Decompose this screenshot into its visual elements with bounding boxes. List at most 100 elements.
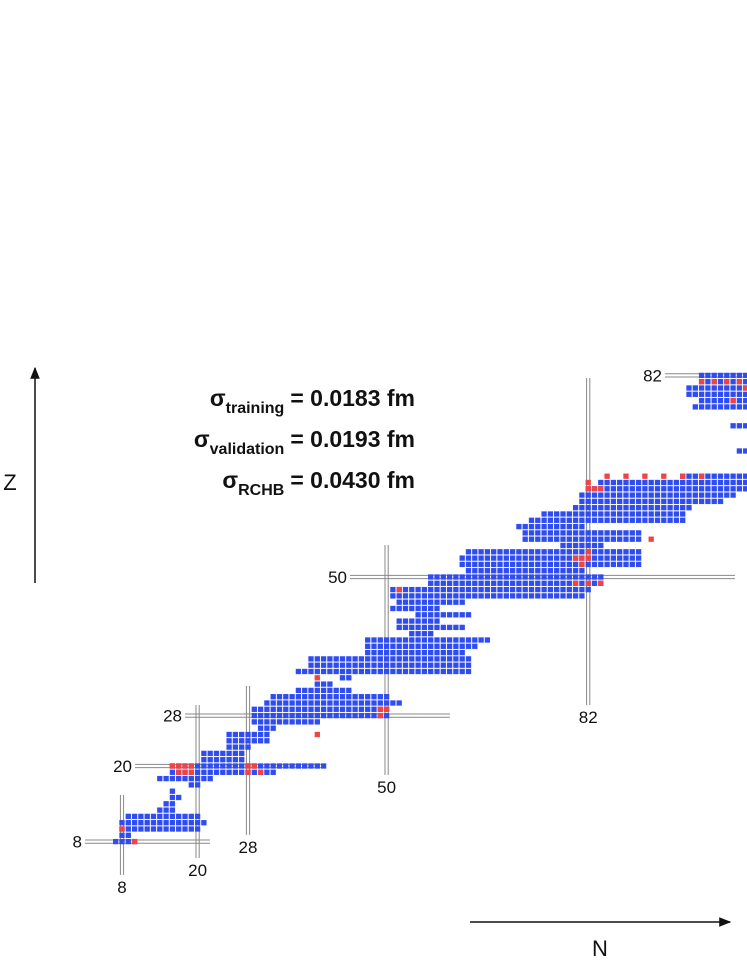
- nucleus-row: [270, 693, 390, 700]
- magic-z-label: 50: [328, 568, 347, 587]
- nucleus-row: [225, 743, 252, 751]
- nucleus-row: [389, 592, 586, 600]
- nucleus-row: [685, 391, 747, 398]
- highlight-nucleus: [585, 549, 591, 555]
- nucleus-row: [251, 706, 390, 713]
- highlight-nucleus: [579, 561, 585, 568]
- nucleus-row: [465, 567, 586, 574]
- highlight-nucleus: [131, 838, 138, 845]
- nucleus-row: [112, 838, 138, 845]
- sigma-symbol: σ: [194, 426, 210, 452]
- highlight-nucleus: [182, 769, 188, 775]
- sigma-value: = 0.0430 fm: [290, 467, 415, 493]
- nucleus-row: [118, 825, 201, 833]
- highlight-nucleus: [724, 379, 730, 385]
- nucleus-row: [162, 800, 176, 807]
- highlight-nucleus: [176, 763, 182, 769]
- highlight-nucleus: [623, 473, 629, 479]
- magic-n-label: 8: [117, 878, 126, 897]
- nucleus-row: [414, 611, 472, 618]
- nucleus-row: [396, 599, 466, 606]
- nucleus-row: [169, 788, 176, 795]
- nucleus-row: [585, 485, 747, 492]
- nucleus-row: [251, 718, 321, 726]
- highlight-nucleus: [579, 555, 585, 561]
- nucleus-row: [118, 819, 208, 826]
- highlight-nucleus: [182, 763, 188, 769]
- magic-z-label: 20: [113, 757, 132, 776]
- nucleus-row: [515, 523, 586, 530]
- nucleus-row: [522, 536, 642, 543]
- nucleus-row: [679, 473, 747, 480]
- nucleus-row: [251, 712, 390, 719]
- nucleus-row: [396, 624, 466, 631]
- nucleus-row: [459, 554, 642, 562]
- nucleus-row: [188, 781, 201, 789]
- highlight-nucleus: [245, 769, 251, 775]
- nucleus-row: [408, 630, 434, 637]
- nucleus-row: [597, 479, 747, 486]
- nucleus-row: [339, 674, 352, 681]
- sigma-symbol: σ: [210, 385, 226, 411]
- highlight-nucleus: [585, 479, 591, 486]
- nucleus-row: [169, 769, 277, 776]
- nucleus-row: [427, 580, 604, 587]
- highlight-nucleus: [257, 769, 264, 775]
- nucleus-row: [578, 498, 724, 505]
- nucleus-row: [307, 655, 472, 663]
- highlight-nucleus: [730, 397, 736, 404]
- highlight-nucleus: [736, 379, 743, 385]
- nucleus-row: [698, 372, 747, 379]
- nucleus-row: [295, 687, 352, 694]
- nucleus-row: [364, 649, 466, 656]
- nucleus-row: [465, 548, 642, 555]
- nucleus-row: [578, 491, 737, 499]
- nucleus-row: [314, 680, 334, 688]
- nucleus-row: [559, 542, 604, 549]
- highlight-nucleus: [698, 473, 705, 479]
- sigma-symbol: σ: [222, 467, 238, 493]
- nucleus-row: [522, 529, 642, 537]
- highlight-nucleus: [591, 486, 598, 492]
- highlight-nucleus: [604, 473, 610, 479]
- highlight-nucleus: [188, 769, 194, 775]
- nucleus-row: [118, 832, 132, 839]
- highlight-nucleus: [314, 731, 320, 738]
- highlight-nucleus: [572, 580, 579, 586]
- sigma-annotation: σRCHB = 0.0430 fm: [222, 467, 415, 499]
- highlight-nucleus: [743, 385, 747, 391]
- sigma-annotation: σtraining = 0.0183 fm: [210, 385, 415, 417]
- nucleus-row: [364, 643, 478, 650]
- sigma-value: = 0.0193 fm: [290, 426, 415, 452]
- highlight-nucleus: [698, 379, 705, 385]
- magic-n-label: 28: [239, 838, 258, 857]
- magic-z-label: 8: [73, 833, 82, 852]
- nucleus-row: [225, 731, 271, 738]
- magic-z-label: 28: [163, 707, 182, 726]
- sigma-subscript: RCHB: [238, 482, 284, 499]
- nucleus-row: [200, 756, 245, 763]
- x-axis-label: N: [592, 936, 608, 961]
- magic-n-label: 50: [377, 778, 396, 797]
- nucleus-row: [572, 504, 693, 511]
- highlight-nucleus: [119, 826, 125, 832]
- highlight-nucleus: [598, 486, 604, 492]
- highlight-nucleus: [572, 555, 579, 561]
- nucleus-row: [389, 586, 592, 593]
- nucleus-row: [364, 636, 491, 644]
- nucleus-row: [692, 403, 747, 411]
- nucleus-row: [156, 775, 214, 782]
- highlight-nucleus: [585, 555, 591, 561]
- highlight-nucleus: [176, 769, 182, 775]
- y-axis-label: Z: [3, 470, 16, 495]
- highlight-nucleus: [396, 586, 402, 593]
- highlight-nucleus: [245, 763, 251, 769]
- highlight-nucleus: [585, 486, 591, 492]
- magic-z-label: 82: [643, 366, 662, 385]
- nucleus-row: [389, 605, 441, 612]
- nucleus-row: [295, 668, 472, 675]
- magic-n-label: 82: [579, 708, 598, 727]
- nucleus-row: [225, 737, 271, 744]
